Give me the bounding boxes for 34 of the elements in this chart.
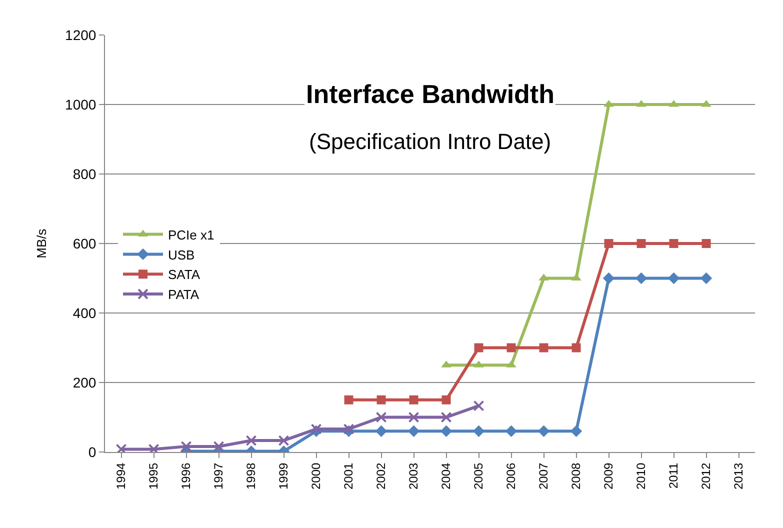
x-tick-label: 2000 xyxy=(309,462,324,490)
y-axis-title: MB/s xyxy=(34,228,49,258)
y-tick-label: 1000 xyxy=(65,96,96,112)
x-tick-label: 1997 xyxy=(212,462,226,490)
legend-label: PCIe x1 xyxy=(168,227,214,242)
legend-label: PATA xyxy=(168,287,200,302)
y-tick-label: 800 xyxy=(72,166,96,182)
y-tick-label: 600 xyxy=(72,235,96,252)
x-tick-label: 1996 xyxy=(179,462,194,490)
x-tick-label: 1994 xyxy=(114,462,128,490)
x-tick-label: 2001 xyxy=(342,462,356,490)
x-tick-label: 2012 xyxy=(699,462,714,490)
x-tick-label: 2004 xyxy=(439,462,454,490)
x-tick-label: 2009 xyxy=(602,462,616,490)
y-tick-label: 1200 xyxy=(65,26,96,43)
x-tick-label: 1995 xyxy=(146,462,161,490)
y-tick-label: 0 xyxy=(88,444,96,460)
x-tick-label: 2007 xyxy=(536,462,551,490)
legend-label: SATA xyxy=(168,267,200,282)
x-tick-label: 2010 xyxy=(634,462,648,490)
text: Interface Bandwidth xyxy=(306,79,554,109)
legend-label: USB xyxy=(168,247,195,262)
x-tick-label: 2006 xyxy=(504,462,518,490)
x-tick-label: 2013 xyxy=(732,462,746,490)
y-tick-label: 200 xyxy=(72,374,96,390)
x-tick-label: 2005 xyxy=(472,462,486,490)
x-tick-label: 1999 xyxy=(276,462,291,490)
y-tick-label: 400 xyxy=(72,304,96,321)
x-tick-label: 2011 xyxy=(666,462,681,489)
text: (Specification Intro Date) xyxy=(309,129,552,154)
x-tick-label: 2002 xyxy=(374,462,388,490)
x-tick-label: 2003 xyxy=(406,462,421,490)
x-tick-label: 2008 xyxy=(569,462,584,490)
x-tick-label: 1998 xyxy=(244,462,258,490)
